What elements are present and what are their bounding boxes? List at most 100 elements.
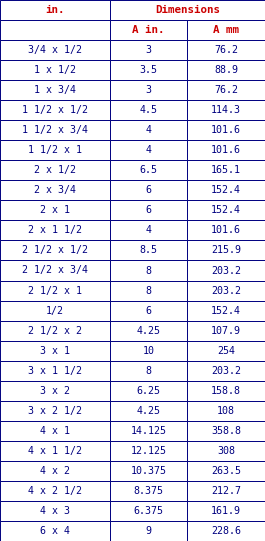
Text: 4.25: 4.25 <box>136 406 160 416</box>
Text: 3 x 1 1/2: 3 x 1 1/2 <box>28 366 82 375</box>
Text: 3 x 1: 3 x 1 <box>40 346 70 355</box>
Text: 2 x 3/4: 2 x 3/4 <box>34 186 76 195</box>
Bar <box>187 220 265 240</box>
Bar <box>187 521 265 541</box>
Bar <box>187 180 265 200</box>
Text: 4: 4 <box>145 146 151 155</box>
Bar <box>187 240 265 260</box>
Text: 76.2: 76.2 <box>214 85 238 95</box>
Text: 152.4: 152.4 <box>211 306 241 315</box>
Bar <box>0 461 110 481</box>
Text: 3/4 x 1/2: 3/4 x 1/2 <box>28 45 82 55</box>
Bar <box>0 501 110 521</box>
Bar <box>0 0 110 20</box>
Bar <box>187 501 265 521</box>
Text: 2 1/2 x 1: 2 1/2 x 1 <box>28 286 82 295</box>
Bar <box>0 140 110 160</box>
Bar <box>0 361 110 381</box>
Bar <box>110 40 187 60</box>
Bar <box>110 421 187 441</box>
Bar <box>0 60 110 80</box>
Bar <box>110 401 187 421</box>
Text: A mm: A mm <box>213 25 239 35</box>
Bar <box>187 120 265 140</box>
Bar <box>187 260 265 281</box>
Text: 6.25: 6.25 <box>136 386 160 395</box>
Bar <box>110 301 187 321</box>
Text: 108: 108 <box>217 406 235 416</box>
Text: 9: 9 <box>145 526 151 536</box>
Bar <box>110 281 187 301</box>
Text: 101.6: 101.6 <box>211 125 241 135</box>
Text: 2 x 1: 2 x 1 <box>40 206 70 215</box>
Text: 8: 8 <box>145 366 151 375</box>
Text: 3 x 2 1/2: 3 x 2 1/2 <box>28 406 82 416</box>
Bar <box>110 180 187 200</box>
Text: 1 1/2 x 1/2: 1 1/2 x 1/2 <box>22 105 88 115</box>
Text: 1 1/2 x 3/4: 1 1/2 x 3/4 <box>22 125 88 135</box>
Text: 76.2: 76.2 <box>214 45 238 55</box>
Text: 10.375: 10.375 <box>130 466 166 476</box>
Bar <box>0 481 110 501</box>
Text: 2 1/2 x 1/2: 2 1/2 x 1/2 <box>22 246 88 255</box>
Text: 161.9: 161.9 <box>211 506 241 516</box>
Bar <box>0 521 110 541</box>
Text: 263.5: 263.5 <box>211 466 241 476</box>
Bar <box>187 160 265 180</box>
Text: 4 x 2: 4 x 2 <box>40 466 70 476</box>
Text: 1 1/2 x 1: 1 1/2 x 1 <box>28 146 82 155</box>
Bar <box>110 321 187 341</box>
Text: 1 x 1/2: 1 x 1/2 <box>34 65 76 75</box>
Text: 8.5: 8.5 <box>139 246 157 255</box>
Bar <box>110 240 187 260</box>
Bar <box>0 381 110 401</box>
Text: 4: 4 <box>145 125 151 135</box>
Text: 107.9: 107.9 <box>211 326 241 335</box>
Text: 1 x 3/4: 1 x 3/4 <box>34 85 76 95</box>
Bar <box>0 401 110 421</box>
Bar <box>110 220 187 240</box>
Bar <box>187 140 265 160</box>
Text: in.: in. <box>45 5 65 15</box>
Bar <box>187 301 265 321</box>
Bar <box>187 441 265 461</box>
Bar <box>0 341 110 361</box>
Bar <box>187 60 265 80</box>
Bar <box>110 501 187 521</box>
Text: 6: 6 <box>145 206 151 215</box>
Bar <box>187 20 265 40</box>
Bar <box>0 260 110 281</box>
Text: 165.1: 165.1 <box>211 166 241 175</box>
Bar <box>110 100 187 120</box>
Text: 4 x 1 1/2: 4 x 1 1/2 <box>28 446 82 456</box>
Bar <box>187 281 265 301</box>
Bar <box>110 260 187 281</box>
Text: 6 x 4: 6 x 4 <box>40 526 70 536</box>
Text: 101.6: 101.6 <box>211 146 241 155</box>
Text: 212.7: 212.7 <box>211 486 241 496</box>
Text: 203.2: 203.2 <box>211 286 241 295</box>
Bar <box>187 401 265 421</box>
Bar <box>0 200 110 220</box>
Bar <box>0 100 110 120</box>
Bar <box>110 481 187 501</box>
Text: 3: 3 <box>145 45 151 55</box>
Text: 4 x 1: 4 x 1 <box>40 426 70 436</box>
Bar <box>187 481 265 501</box>
Bar <box>110 80 187 100</box>
Text: 358.8: 358.8 <box>211 426 241 436</box>
Bar <box>110 140 187 160</box>
Text: 228.6: 228.6 <box>211 526 241 536</box>
Text: 2 1/2 x 2: 2 1/2 x 2 <box>28 326 82 335</box>
Text: 10: 10 <box>142 346 154 355</box>
Bar <box>187 361 265 381</box>
Bar <box>0 441 110 461</box>
Bar <box>187 421 265 441</box>
Text: 101.6: 101.6 <box>211 226 241 235</box>
Bar <box>0 321 110 341</box>
Bar <box>187 80 265 100</box>
Bar <box>0 421 110 441</box>
Bar <box>187 321 265 341</box>
Bar <box>110 341 187 361</box>
Bar <box>110 200 187 220</box>
